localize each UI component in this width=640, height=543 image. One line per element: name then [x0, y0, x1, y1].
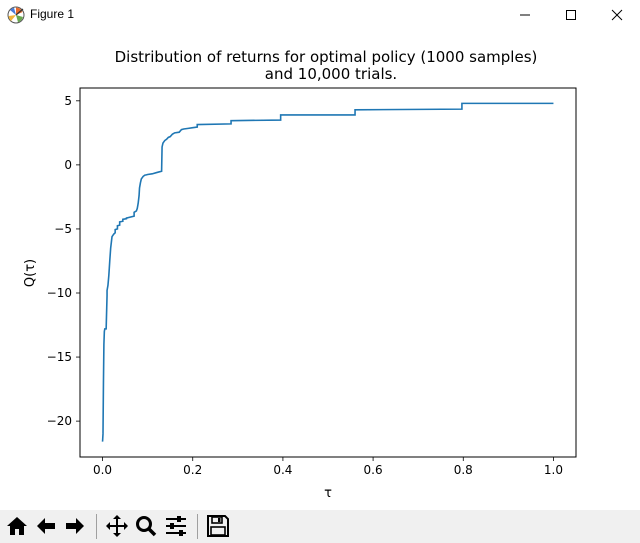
x-tick-label: 0.0 [93, 463, 112, 477]
y-tick-label: 0 [64, 158, 72, 172]
x-axis-label: τ [324, 486, 332, 501]
y-tick-label: −15 [47, 350, 72, 364]
minimize-icon [520, 14, 530, 16]
pan-button[interactable] [103, 512, 131, 540]
line-chart: Distribution of returns for optimal poli… [23, 48, 577, 501]
figure-canvas: Distribution of returns for optimal poli… [0, 30, 640, 510]
navigation-toolbar [0, 510, 640, 543]
plot-area [79, 87, 577, 458]
save-button[interactable] [204, 512, 232, 540]
y-tick-label: −5 [54, 222, 72, 236]
chart-title-line2: and 10,000 trials. [265, 65, 397, 83]
zoom-icon [136, 516, 157, 537]
back-arrow-icon [37, 518, 55, 534]
forward-button[interactable] [61, 512, 89, 540]
minimize-button[interactable] [502, 0, 548, 30]
pan-icon [106, 515, 128, 537]
save-icon [207, 515, 229, 537]
window-title: Figure 1 [30, 7, 75, 21]
home-icon [7, 517, 27, 535]
home-button[interactable] [3, 512, 31, 540]
y-tick-label: −20 [47, 414, 72, 428]
chart-title-line1: Distribution of returns for optimal poli… [115, 48, 538, 66]
configure-subplots-icon [166, 516, 186, 536]
y-tick-label: −10 [47, 286, 72, 300]
y-tick-label: 5 [64, 94, 72, 108]
maximize-button[interactable] [548, 0, 594, 30]
window-titlebar: Figure 1 [0, 0, 640, 30]
x-tick-label: 0.8 [454, 463, 473, 477]
x-axis-ticks: 0.0 0.2 0.4 0.6 0.8 1.0 [93, 457, 563, 477]
toolbar-separator [96, 514, 97, 539]
maximize-icon [566, 10, 576, 20]
y-axis-ticks: 5 0 −5 −10 −15 −20 [47, 94, 80, 428]
x-tick-label: 0.6 [364, 463, 383, 477]
x-tick-label: 1.0 [544, 463, 563, 477]
y-axis-label: Q(τ) [23, 259, 38, 287]
back-button[interactable] [32, 512, 60, 540]
toolbar-separator [197, 514, 198, 539]
close-button[interactable] [594, 0, 640, 30]
x-tick-label: 0.4 [273, 463, 292, 477]
close-icon [611, 9, 623, 21]
configure-subplots-button[interactable] [162, 512, 190, 540]
x-tick-label: 0.2 [183, 463, 202, 477]
forward-arrow-icon [66, 518, 84, 534]
series-line [101, 102, 554, 442]
zoom-button[interactable] [132, 512, 160, 540]
figure-app-icon [7, 6, 25, 24]
